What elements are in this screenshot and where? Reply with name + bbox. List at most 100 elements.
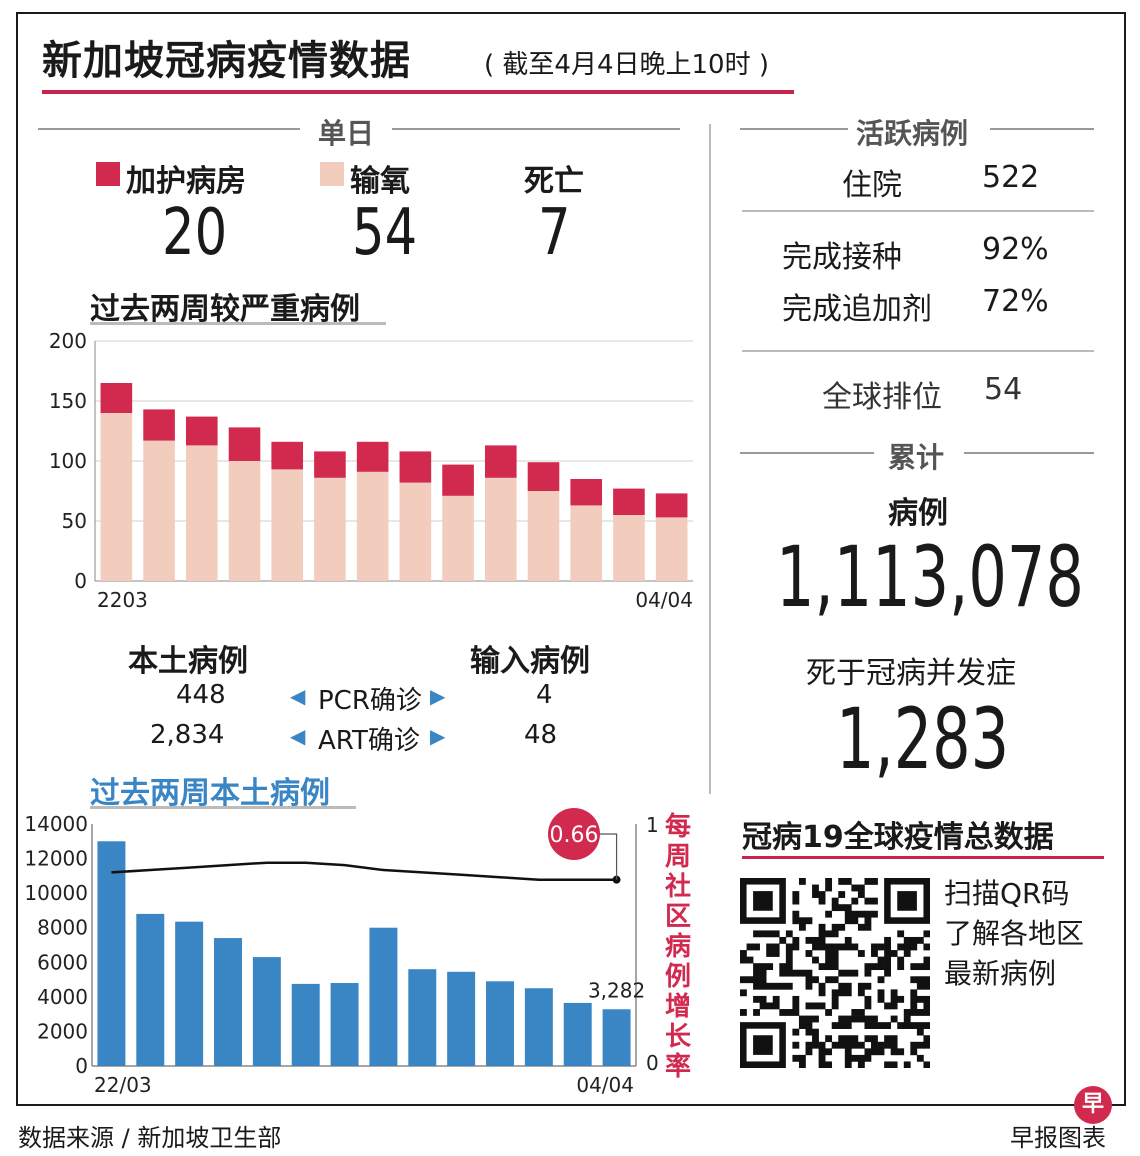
qr-module xyxy=(818,891,826,898)
qr-module xyxy=(916,963,924,971)
qr-module xyxy=(897,956,905,964)
y-tick-label: 150 xyxy=(49,389,87,413)
qr-module xyxy=(916,1028,924,1036)
global-rank-value: 54 xyxy=(984,372,1023,407)
qr-module xyxy=(864,982,872,990)
qr-module xyxy=(753,982,760,990)
qr-module xyxy=(772,943,780,951)
qr-module xyxy=(890,1035,898,1043)
qr-module xyxy=(838,943,846,951)
qr-module xyxy=(857,884,865,892)
qr-module xyxy=(871,963,878,971)
qr-module xyxy=(923,930,930,938)
qr-module xyxy=(812,1015,819,1023)
hospital-value: 522 xyxy=(982,160,1040,195)
oxygen-bar xyxy=(271,469,304,581)
qr-module xyxy=(910,995,918,1003)
qr-module xyxy=(831,963,839,971)
qr-module xyxy=(798,1054,806,1062)
qr-module xyxy=(890,1041,898,1049)
x-start-label: 2203 xyxy=(97,588,148,612)
qr-module xyxy=(844,1048,852,1056)
qr-module xyxy=(792,943,800,951)
qr-module xyxy=(884,936,891,944)
qr-module xyxy=(825,930,833,938)
icu-value: 20 xyxy=(162,196,228,270)
local-case-bar xyxy=(97,841,126,1066)
local-case-bar xyxy=(447,971,476,1066)
qr-module xyxy=(805,1002,813,1010)
qr-module xyxy=(897,1048,905,1056)
qr-module xyxy=(798,1022,806,1029)
qr-module xyxy=(805,969,813,977)
divider xyxy=(38,128,300,130)
cumulative-heading: 累计 xyxy=(888,441,945,474)
qr-module xyxy=(864,923,872,931)
icu-bar xyxy=(484,445,517,478)
qr-module xyxy=(903,943,911,951)
page-subtitle: ( 截至4月4日晚上10时 ) xyxy=(484,50,769,80)
death-value: 7 xyxy=(538,196,571,270)
qr-module xyxy=(851,897,859,905)
qr-module xyxy=(877,1022,885,1029)
qr-module xyxy=(785,963,793,971)
qr-module xyxy=(838,1041,846,1049)
qr-module xyxy=(766,950,774,957)
oxygen-bar xyxy=(527,491,560,581)
qr-module xyxy=(864,917,872,925)
qr-module xyxy=(759,995,767,1003)
chart-title-underline xyxy=(90,322,386,325)
local-case-bar xyxy=(214,938,242,1066)
qr-module xyxy=(805,1041,813,1049)
qr-module xyxy=(805,936,813,944)
qr-module xyxy=(812,956,819,964)
zaobao-logo: 早 xyxy=(1074,1086,1112,1124)
qr-module xyxy=(884,1035,891,1043)
qr-module xyxy=(812,891,819,898)
qr-module xyxy=(923,1035,930,1043)
qr-module xyxy=(825,884,833,892)
qr-module xyxy=(805,917,813,925)
icu-bar xyxy=(143,409,175,441)
qr-module xyxy=(890,995,898,1003)
y-tick-label: 2000 xyxy=(37,1019,88,1043)
qr-module xyxy=(740,1009,747,1016)
left-arrow-icon: ◀ xyxy=(290,684,306,708)
qr-module xyxy=(916,976,924,984)
active-heading: 活跃病例 xyxy=(856,117,969,150)
qr-module xyxy=(838,989,846,997)
qr-module xyxy=(792,969,800,977)
qr-module xyxy=(877,943,885,951)
qr-module xyxy=(805,1048,813,1056)
qr-module xyxy=(772,1002,780,1010)
qr-module xyxy=(798,878,806,885)
qr-module xyxy=(805,976,813,984)
qr-module xyxy=(805,1028,813,1036)
imported-cases-heading: 输入病例 xyxy=(470,644,590,679)
qr-module xyxy=(766,943,774,951)
local-case-bar xyxy=(563,1002,592,1066)
qr-module xyxy=(838,1015,846,1023)
growth-rate-line xyxy=(111,861,617,881)
qr-module xyxy=(792,897,800,905)
qr-module xyxy=(857,950,865,957)
qr-code-icon[interactable] xyxy=(740,878,930,1068)
qr-module xyxy=(798,917,806,925)
qr-module xyxy=(897,995,905,1003)
qr-module xyxy=(923,1022,930,1029)
qr-module xyxy=(890,989,898,997)
qr-module xyxy=(753,976,760,984)
qr-module xyxy=(864,995,872,1003)
daily-heading: 单日 xyxy=(318,117,375,150)
qr-module xyxy=(818,982,826,990)
qr-module xyxy=(792,1002,800,1010)
qr-module xyxy=(923,976,930,984)
qr-module xyxy=(857,989,865,997)
qr-module xyxy=(759,969,767,977)
qr-module xyxy=(871,943,878,951)
qr-module xyxy=(779,969,787,977)
column-divider xyxy=(709,124,711,794)
qr-module xyxy=(890,1002,898,1010)
qr-module xyxy=(851,1009,859,1016)
qr-module xyxy=(910,1022,918,1029)
